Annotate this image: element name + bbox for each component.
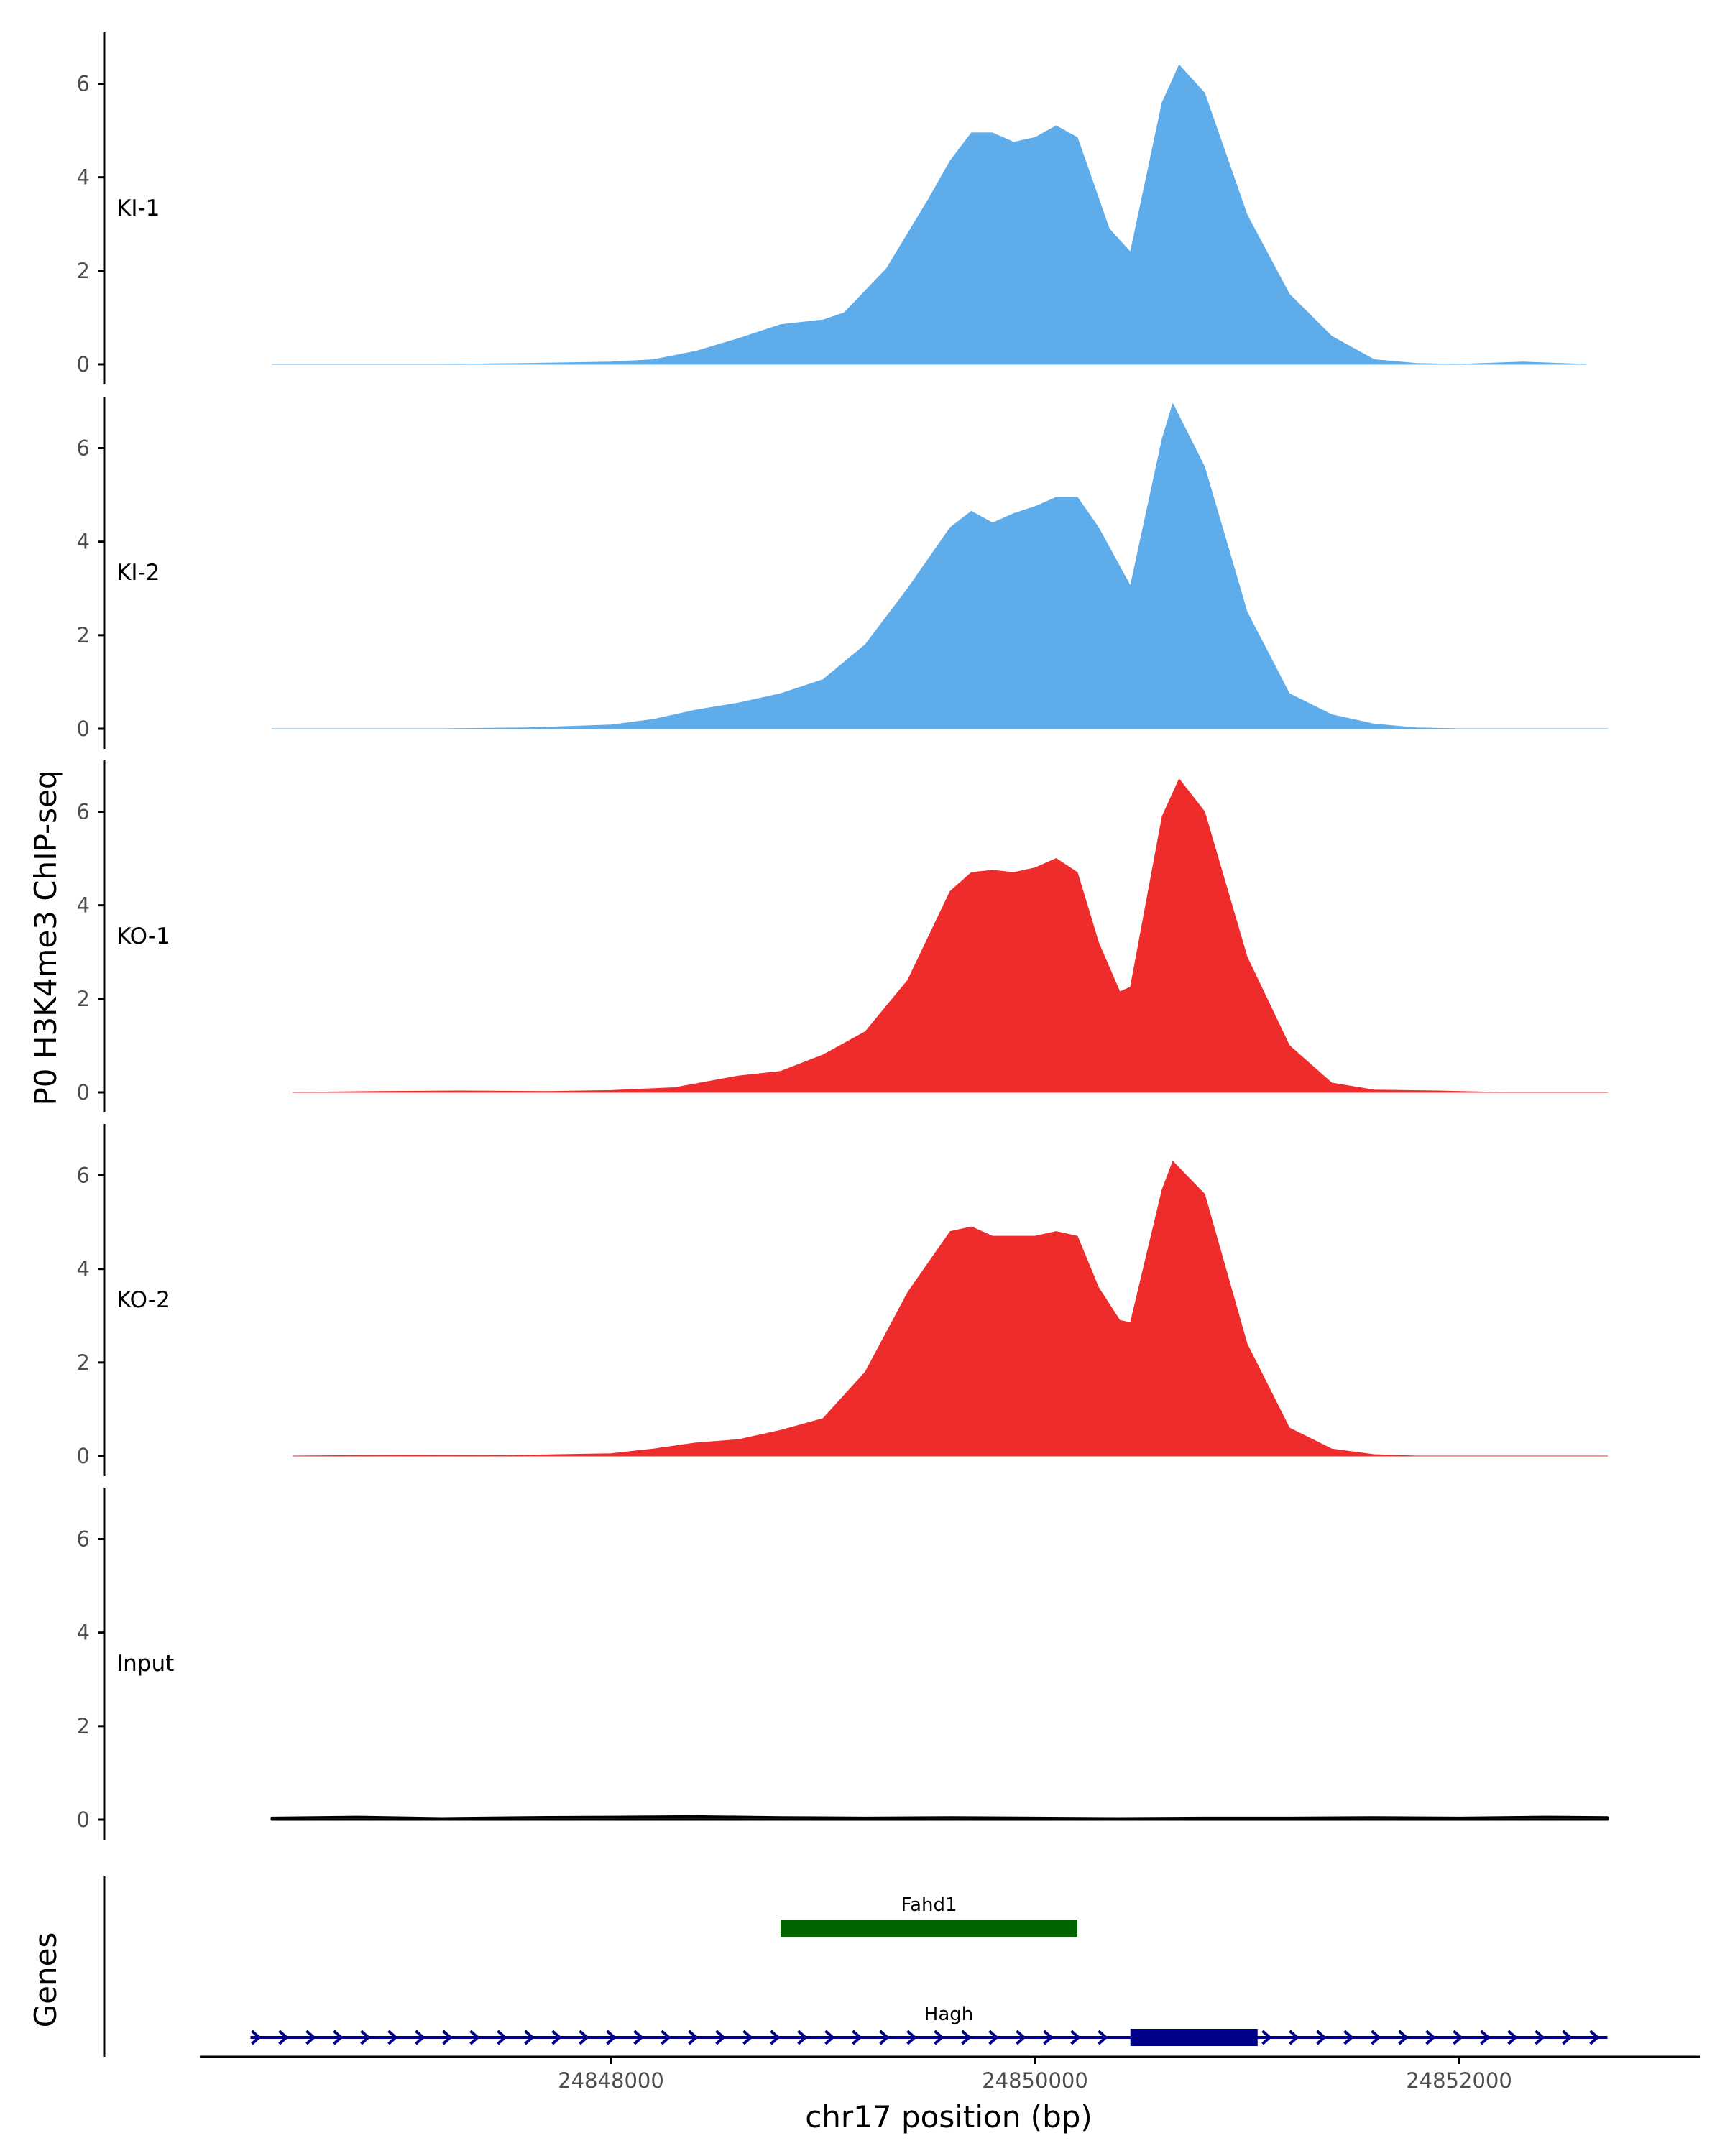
y-tick-label: 4 [77, 165, 90, 190]
strand-arrow [1453, 2030, 1463, 2045]
y-tick-label: 0 [77, 352, 90, 377]
strand-arrow [824, 2030, 835, 2045]
track-label: KO-2 [116, 1287, 170, 1313]
x-tick-label: 24852000 [1406, 2068, 1512, 2093]
y-axis-title: P0 H3K4me3 ChIP-seq [28, 770, 63, 1105]
y-tick-label: 6 [77, 800, 90, 824]
y-tick-label: 6 [77, 436, 90, 461]
strand-arrow [1589, 2030, 1600, 2045]
tracks-layer: 0 2 4 6 KI-1 0 2 4 6 KI-2 0 2 4 6 KO-1 0 2 4 6 KO-2 0 2 4 6 Inpu… [77, 32, 1609, 1840]
strand-arrow [579, 2030, 589, 2045]
strand-arrow [1261, 2030, 1272, 2045]
strand-arrow [1043, 2030, 1054, 2045]
y-tick-label: 2 [77, 1714, 90, 1738]
strand-arrow [852, 2030, 862, 2045]
strand-arrow [360, 2030, 371, 2045]
track-ki-2: 0 2 4 6 KI-2 [77, 397, 1608, 749]
y-tick-label: 2 [77, 987, 90, 1011]
y-tick-label: 6 [77, 1527, 90, 1552]
strand-arrow [1562, 2030, 1573, 2045]
strand-arrow [633, 2030, 644, 2045]
x-tick-label: 24848000 [558, 2068, 664, 2093]
strand-arrow [715, 2030, 726, 2045]
track-label: Input [116, 1651, 174, 1677]
y-tick-label: 4 [77, 893, 90, 918]
coverage-area-ko-1 [293, 778, 1608, 1093]
strand-arrow [906, 2030, 917, 2045]
gene-label: Fahd1 [901, 1894, 957, 1916]
coverage-area-input [270, 1815, 1609, 1821]
strand-arrow [1425, 2030, 1436, 2045]
strand-arrow [469, 2030, 480, 2045]
strand-arrow [1371, 2030, 1381, 2045]
track-ki-1: 0 2 4 6 KI-1 [77, 32, 1587, 384]
strand-arrow [251, 2030, 262, 2045]
y-tick-label: 0 [77, 717, 90, 741]
track-ko-1: 0 2 4 6 KO-1 [77, 760, 1608, 1112]
strand-arrow [1098, 2030, 1108, 2045]
strand-arrow [742, 2030, 753, 2045]
strand-arrow [1316, 2030, 1327, 2045]
coverage-area-ko-2 [293, 1161, 1608, 1457]
gene-exon [781, 1920, 1077, 1937]
genes-axis-title: Genes [28, 1932, 63, 2028]
strand-arrow [1507, 2030, 1518, 2045]
y-tick-label: 2 [77, 623, 90, 648]
x-axis: 24848000 24850000 24852000 [200, 2055, 1700, 2093]
strand-arrow [551, 2030, 562, 2045]
strand-arrow [688, 2030, 699, 2045]
gene-label: Hagh [924, 2004, 973, 2025]
y-tick-label: 2 [77, 259, 90, 283]
y-tick-label: 0 [77, 1807, 90, 1832]
strand-arrow [524, 2030, 535, 2045]
strand-arrow [770, 2030, 781, 2045]
coverage-area-ki-1 [271, 65, 1587, 365]
y-tick-label: 4 [77, 1621, 90, 1645]
strand-arrow [988, 2030, 999, 2045]
y-tick-label: 0 [77, 1444, 90, 1468]
strand-arrow [1289, 2030, 1300, 2045]
strand-arrow [1535, 2030, 1545, 2045]
strand-arrow [797, 2030, 808, 2045]
strand-arrow [606, 2030, 617, 2045]
y-tick-label: 6 [77, 1164, 90, 1188]
strand-arrow [879, 2030, 890, 2045]
strand-arrow [1343, 2030, 1354, 2045]
strand-arrow [934, 2030, 944, 2045]
strand-arrow [278, 2030, 289, 2045]
track-label: KO-1 [116, 923, 170, 949]
strand-arrow [1070, 2030, 1081, 2045]
y-tick-label: 2 [77, 1350, 90, 1375]
strand-arrow [387, 2030, 398, 2045]
y-tick-label: 0 [77, 1080, 90, 1105]
track-ko-2: 0 2 4 6 KO-2 [77, 1124, 1608, 1476]
track-input: 0 2 4 6 Input [77, 1488, 1609, 1840]
strand-arrow [415, 2030, 426, 2045]
y-tick-label: 6 [77, 72, 90, 96]
strand-arrow [442, 2030, 453, 2045]
x-axis-title: chr17 position (bp) [805, 2099, 1092, 2134]
strand-arrow [333, 2030, 344, 2045]
track-label: KI-2 [116, 560, 160, 586]
gene-fahd1: Fahd1 [781, 1894, 1077, 1937]
gene-hagh: Hagh [250, 2004, 1608, 2046]
genes-panel: Fahd1 Hagh [103, 1876, 1608, 2057]
strand-arrow [305, 2030, 316, 2045]
y-tick-label: 4 [77, 1257, 90, 1281]
coverage-area-ki-2 [271, 403, 1608, 729]
strand-arrow [1480, 2030, 1491, 2045]
track-label: KI-1 [116, 195, 160, 221]
strand-arrow [1398, 2030, 1409, 2045]
x-tick-label: 24850000 [982, 2068, 1088, 2093]
strand-arrow [497, 2030, 507, 2045]
y-tick-label: 4 [77, 530, 90, 554]
strand-arrow [961, 2030, 972, 2045]
strand-arrow [1016, 2030, 1026, 2045]
gene-exon [1130, 2029, 1258, 2046]
strand-arrow [661, 2030, 671, 2045]
